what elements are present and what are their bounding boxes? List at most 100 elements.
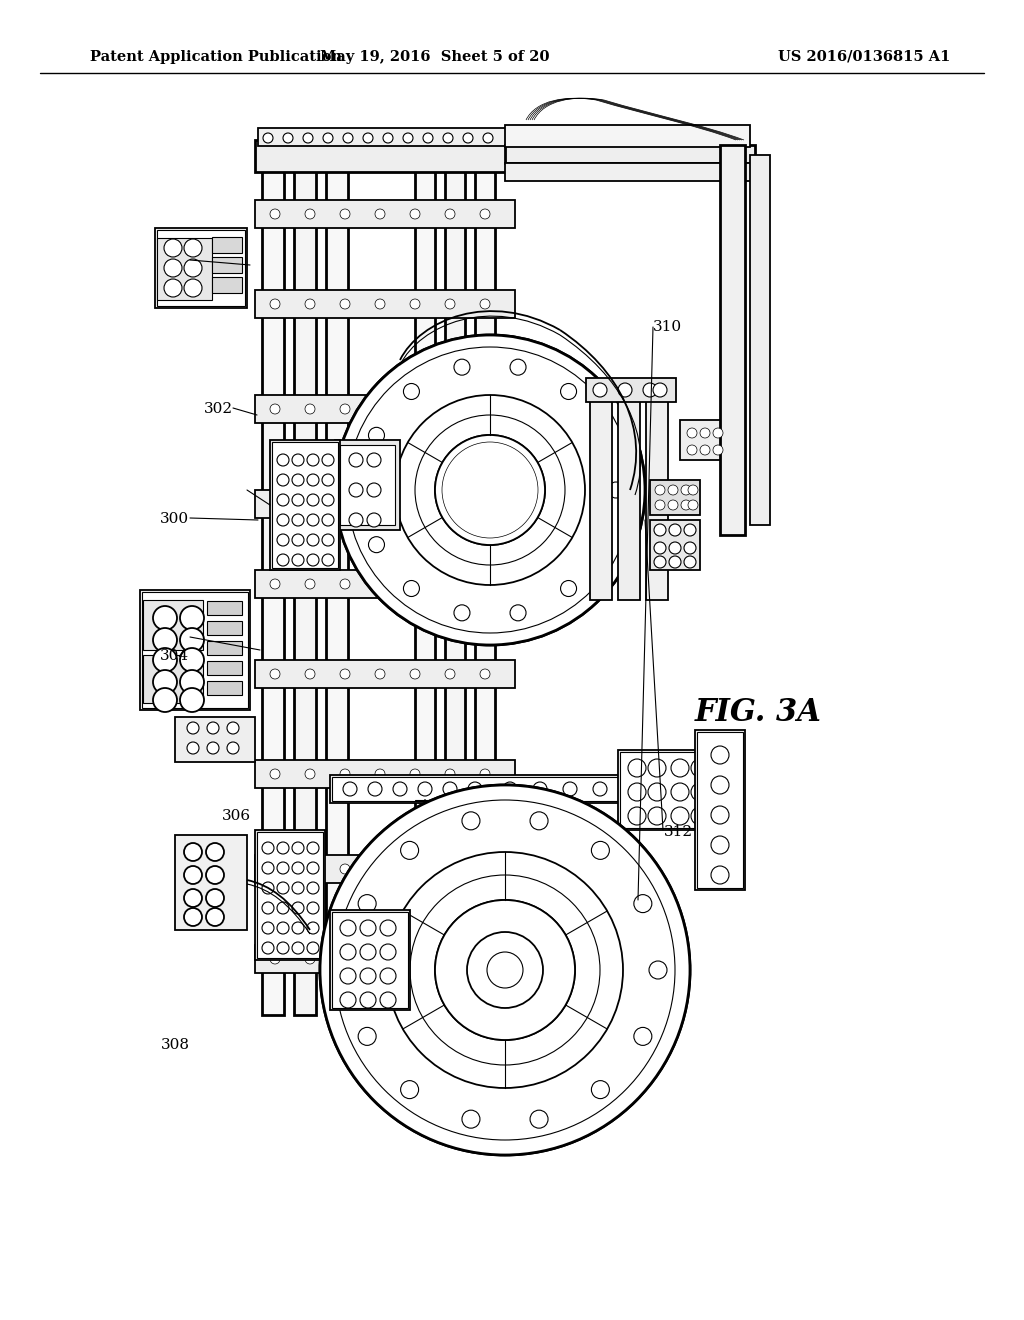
Circle shape (648, 783, 666, 801)
Bar (157, 230, 245, 306)
Circle shape (206, 843, 224, 861)
Circle shape (711, 836, 729, 854)
Bar (680, 420, 720, 459)
Circle shape (560, 581, 577, 597)
Circle shape (305, 669, 315, 678)
Circle shape (184, 888, 202, 907)
Circle shape (608, 482, 624, 498)
Text: 304: 304 (161, 649, 189, 663)
Bar (255, 140, 510, 172)
Circle shape (270, 404, 280, 414)
Circle shape (400, 1081, 419, 1098)
Circle shape (278, 902, 289, 913)
Circle shape (375, 954, 385, 964)
Circle shape (445, 954, 455, 964)
Circle shape (180, 648, 204, 672)
Circle shape (445, 669, 455, 678)
Circle shape (307, 535, 319, 546)
Circle shape (445, 209, 455, 219)
Bar (750, 154, 770, 525)
Circle shape (669, 524, 681, 536)
Circle shape (180, 628, 204, 652)
Circle shape (713, 428, 723, 438)
Circle shape (278, 882, 289, 894)
Circle shape (643, 383, 657, 397)
Bar (255, 290, 515, 318)
Circle shape (628, 783, 646, 801)
Circle shape (322, 554, 334, 566)
Circle shape (475, 475, 505, 506)
Circle shape (323, 133, 333, 143)
Circle shape (410, 579, 420, 589)
Circle shape (340, 770, 350, 779)
Circle shape (153, 688, 177, 711)
Circle shape (684, 556, 696, 568)
Bar (720, 145, 745, 535)
Circle shape (480, 579, 490, 589)
Bar (143, 655, 203, 704)
Circle shape (307, 554, 319, 566)
Circle shape (691, 807, 709, 825)
Circle shape (530, 812, 548, 830)
Bar (255, 395, 515, 422)
Circle shape (206, 866, 224, 884)
Text: 310: 310 (653, 321, 682, 334)
Circle shape (307, 474, 319, 486)
Circle shape (292, 842, 304, 854)
Circle shape (593, 383, 607, 397)
Circle shape (480, 669, 490, 678)
Circle shape (227, 742, 239, 754)
Circle shape (445, 579, 455, 589)
Bar (257, 832, 323, 958)
Circle shape (153, 628, 177, 652)
Bar (332, 912, 408, 1008)
Circle shape (262, 921, 274, 935)
Circle shape (410, 300, 420, 309)
Bar (142, 591, 248, 708)
Circle shape (375, 499, 385, 510)
Circle shape (292, 474, 304, 486)
Circle shape (262, 842, 274, 854)
Circle shape (668, 484, 678, 495)
Circle shape (435, 436, 545, 545)
Circle shape (654, 543, 666, 554)
Circle shape (563, 781, 577, 796)
Circle shape (410, 669, 420, 678)
Circle shape (668, 500, 678, 510)
Bar (590, 380, 612, 601)
Circle shape (435, 900, 575, 1040)
Circle shape (347, 347, 633, 634)
Circle shape (442, 442, 538, 539)
Circle shape (153, 606, 177, 630)
Bar (330, 909, 410, 1010)
Circle shape (468, 781, 482, 796)
Circle shape (711, 746, 729, 764)
Circle shape (340, 920, 356, 936)
Circle shape (462, 812, 480, 830)
Circle shape (691, 783, 709, 801)
Circle shape (480, 300, 490, 309)
Circle shape (340, 954, 350, 964)
Circle shape (423, 133, 433, 143)
Circle shape (340, 404, 350, 414)
Circle shape (305, 499, 315, 510)
Circle shape (360, 920, 376, 936)
Bar (415, 145, 435, 1015)
Circle shape (307, 921, 319, 935)
Circle shape (262, 882, 274, 894)
Circle shape (262, 862, 274, 874)
Circle shape (367, 453, 381, 467)
Circle shape (206, 908, 224, 927)
Bar (255, 855, 515, 883)
Circle shape (387, 851, 623, 1088)
Circle shape (207, 742, 219, 754)
Circle shape (360, 993, 376, 1008)
Bar (505, 162, 755, 181)
Circle shape (305, 579, 315, 589)
Circle shape (307, 902, 319, 913)
Circle shape (340, 300, 350, 309)
Bar (140, 590, 250, 710)
Circle shape (410, 404, 420, 414)
Circle shape (395, 395, 585, 585)
Circle shape (375, 865, 385, 874)
